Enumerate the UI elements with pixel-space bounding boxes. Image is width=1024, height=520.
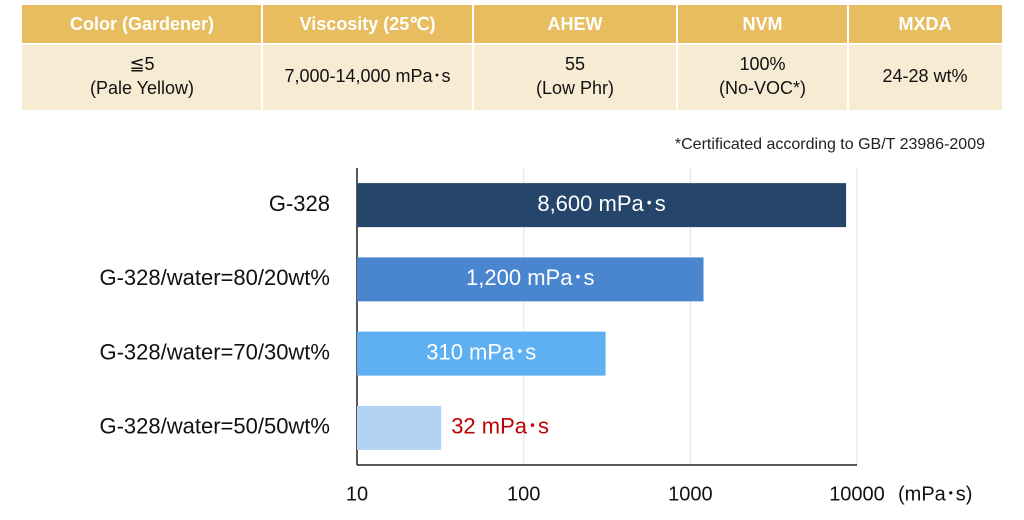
table-cell: 100% (739, 54, 785, 74)
y-tick-label: G-328/water=80/20wt% (99, 265, 330, 290)
bar (357, 257, 704, 302)
bar (357, 405, 442, 450)
x-tick-label: 1000 (668, 483, 713, 505)
table-cell: 24-28 wt% (882, 66, 967, 86)
bar (357, 183, 847, 228)
value-label: 32 mPa･s (451, 414, 549, 439)
x-tick-label: 100 (507, 483, 540, 505)
table-header: AHEW (548, 14, 603, 34)
table-header: NVM (743, 14, 783, 34)
table-row-bg (22, 44, 1002, 110)
value-label: 1,200 mPa･s (466, 265, 594, 290)
table-cell: (No-VOC*) (719, 78, 806, 98)
table-cell: 7,000-14,000 mPa･s (284, 66, 450, 86)
y-tick-label: G-328/water=50/50wt% (99, 414, 330, 439)
table-cell: 55 (565, 54, 585, 74)
value-label: 310 mPa･s (426, 339, 536, 364)
note: *Certificated according to GB/T 23986-20… (675, 136, 985, 153)
table-header: Color (Gardener) (70, 14, 214, 34)
table-cell: ≦5 (129, 54, 154, 74)
bar (357, 331, 606, 376)
table-header-bg (22, 5, 1002, 44)
x-axis-label: (mPa･s) (898, 483, 972, 505)
table-cell: (Low Phr) (536, 78, 614, 98)
table-header: Viscosity (25℃) (300, 14, 436, 34)
y-tick-label: G-328/water=70/30wt% (99, 339, 330, 364)
x-tick-label: 10000 (829, 483, 885, 505)
y-tick-label: G-328 (269, 191, 330, 216)
value-label: 8,600 mPa･s (537, 191, 665, 216)
table-cell: (Pale Yellow) (90, 78, 194, 98)
x-tick-label: 10 (346, 483, 368, 505)
table-header: MXDA (899, 14, 952, 34)
